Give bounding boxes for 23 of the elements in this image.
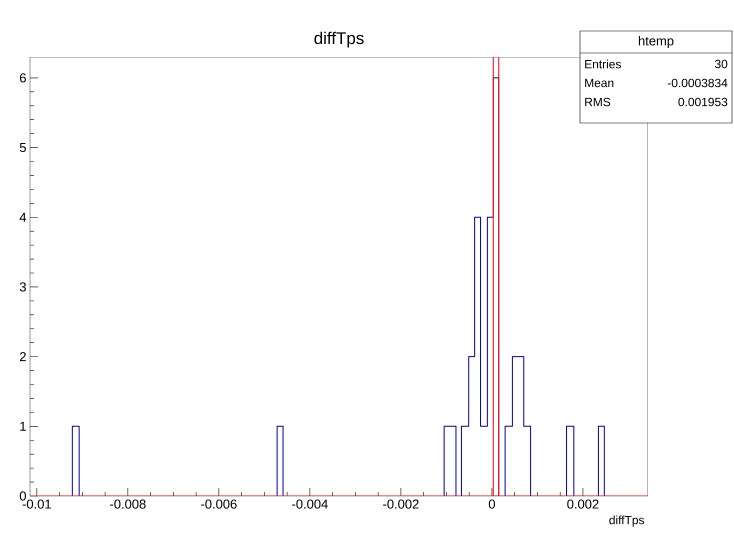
y-tick-label: 1 xyxy=(20,422,26,431)
x-tick-label: -0.004 xyxy=(292,500,328,509)
text: htemp xyxy=(638,36,674,48)
x-tick-label: -0.002 xyxy=(383,500,419,509)
text: 30 xyxy=(714,60,728,68)
text: -0.0003834 xyxy=(668,78,728,88)
y-tick-label: 5 xyxy=(20,143,26,152)
y-tick-label: 2 xyxy=(20,352,26,362)
x-axis-title: diffTps xyxy=(609,516,644,527)
annotation: Mean xyxy=(585,78,614,88)
text: 0.001953 xyxy=(678,98,728,106)
y-tick-label: 4 xyxy=(20,212,26,222)
x-tick-label: -0.006 xyxy=(201,500,237,509)
y-tick-label: 3 xyxy=(20,282,26,292)
annotation: RMS xyxy=(585,98,610,106)
annotation: Entries xyxy=(585,60,621,68)
x-tick-label: -0.01 xyxy=(22,500,51,509)
chart-title: diffTps xyxy=(314,32,364,48)
x-tick-label: 0.002 xyxy=(567,500,598,509)
y-tick-label: 0 xyxy=(20,491,26,501)
x-tick-label: 0 xyxy=(488,500,496,509)
x-tick-label: -0.008 xyxy=(110,500,146,509)
y-tick-label: 6 xyxy=(20,73,26,82)
